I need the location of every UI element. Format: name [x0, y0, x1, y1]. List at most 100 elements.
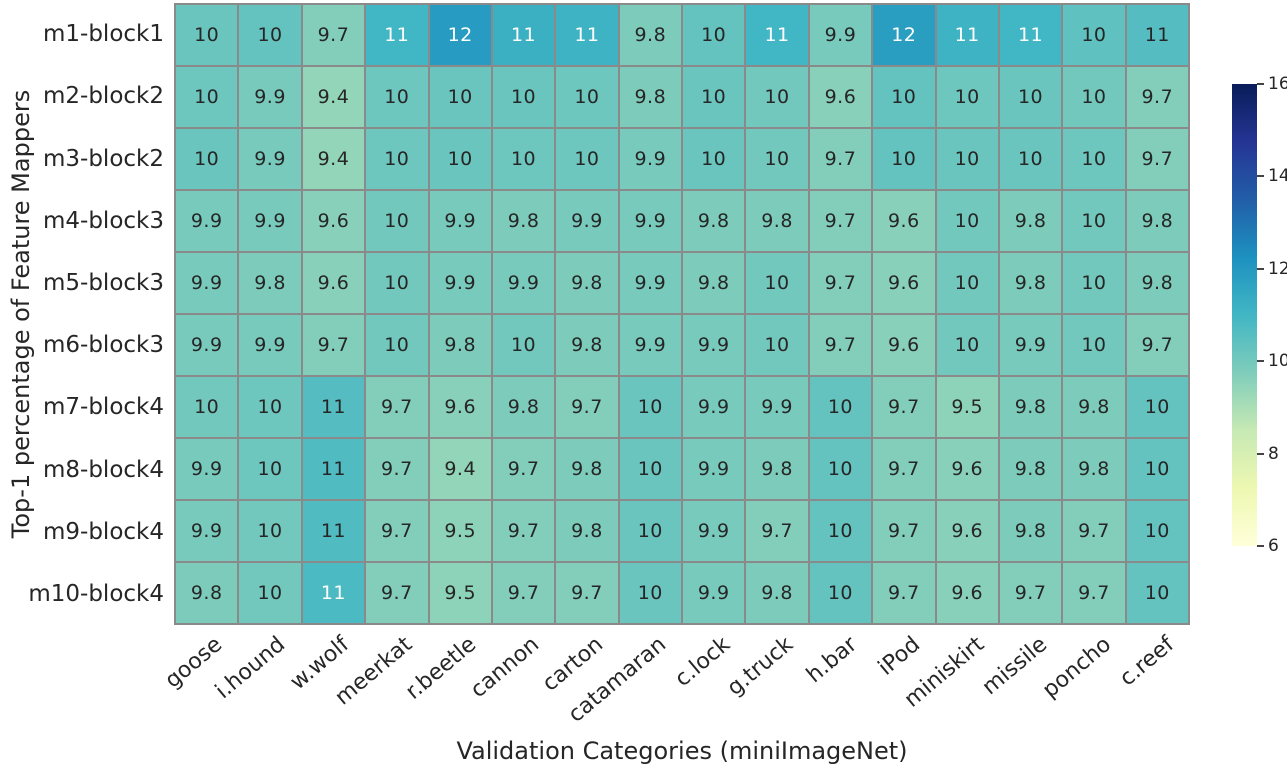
heatmap-cell: 9.8 [1126, 191, 1188, 251]
heatmap-cell: 9.9 [683, 439, 745, 499]
heatmap-cell: 9.6 [873, 253, 935, 313]
heatmap-cell: 9.7 [556, 563, 618, 623]
heatmap-cell: 9.9 [239, 129, 301, 189]
heatmap-cell: 10 [239, 439, 301, 499]
colorbar-tick-label: 12 [1268, 258, 1287, 279]
heatmap-cell: 9.9 [429, 253, 491, 313]
heatmap-cell: 9.9 [176, 253, 238, 313]
heatmap-cell: 9.9 [492, 253, 555, 313]
heatmap-cell: 9.8 [746, 439, 808, 499]
heatmap-cell: 9.6 [936, 439, 998, 499]
heatmap-cell: 10 [492, 67, 555, 127]
heatmap-cell: 10 [176, 67, 238, 127]
heatmap-cell: 9.9 [683, 377, 745, 437]
heatmap-cell: 10 [239, 5, 301, 65]
y-tick-label: m8-block4 [43, 456, 164, 483]
heatmap-cell: 9.8 [492, 377, 555, 437]
heatmap-cell: 10 [366, 315, 428, 375]
heatmap-cell: 10 [809, 377, 872, 437]
heatmap-cell: 9.8 [429, 315, 491, 375]
y-tick-label: m9-block4 [43, 518, 164, 545]
heatmap-cell: 9.6 [936, 501, 998, 561]
heatmap-cell: 10 [1063, 191, 1125, 251]
heatmap-cell: 9.8 [746, 191, 808, 251]
heatmap-cell: 9.9 [556, 191, 618, 251]
colorbar-tick-mark [1257, 83, 1264, 85]
heatmap-cell: 10 [1063, 129, 1125, 189]
heatmap-cell: 10 [683, 129, 745, 189]
heatmap-cell: 10 [809, 501, 872, 561]
heatmap-cell: 9.8 [999, 377, 1062, 437]
heatmap-grid: 10 10 9.7 11 12 11 11 9.8 10 11 9.9 12 11 11 10 11 10 9.9… [174, 3, 1190, 625]
heatmap-cell: 9.8 [1126, 253, 1188, 313]
heatmap-cell: 9.7 [302, 5, 365, 65]
heatmap-cell: 9.8 [683, 253, 745, 313]
heatmap-cell: 9.7 [366, 439, 428, 499]
heatmap-cell: 9.9 [809, 5, 872, 65]
heatmap-cell: 10 [556, 129, 618, 189]
heatmap-cell: 10 [366, 191, 428, 251]
heatmap-cell: 11 [556, 5, 618, 65]
heatmap-cell: 9.8 [1063, 439, 1125, 499]
heatmap-cell: 9.7 [1126, 315, 1188, 375]
heatmap-cell: 10 [683, 5, 745, 65]
heatmap-cell: 9.7 [809, 315, 872, 375]
heatmap-cell: 10 [366, 253, 428, 313]
heatmap-cell: 10 [1063, 253, 1125, 313]
heatmap-cell: 10 [366, 129, 428, 189]
heatmap-cell: 10 [619, 501, 681, 561]
heatmap-cell: 9.7 [492, 563, 555, 623]
heatmap-cell: 9.7 [1126, 67, 1188, 127]
heatmap-cell: 9.9 [176, 501, 238, 561]
heatmap-cell: 10 [1126, 439, 1188, 499]
heatmap-cell: 9.5 [429, 501, 491, 561]
heatmap-cell: 9.7 [366, 377, 428, 437]
heatmap-cell: 10 [619, 377, 681, 437]
heatmap-cell: 10 [746, 67, 808, 127]
heatmap-cell: 12 [873, 5, 935, 65]
heatmap-cell: 9.9 [239, 67, 301, 127]
heatmap-cell: 9.8 [999, 439, 1062, 499]
heatmap-cell: 9.7 [809, 191, 872, 251]
heatmap-cell: 9.8 [683, 191, 745, 251]
heatmap-cell: 10 [429, 67, 491, 127]
heatmap-cell: 11 [302, 501, 365, 561]
heatmap-cell: 10 [809, 563, 872, 623]
heatmap-cell: 9.7 [809, 253, 872, 313]
heatmap-cell: 9.8 [556, 315, 618, 375]
y-tick-label: m5-block3 [43, 269, 164, 296]
heatmap-cell: 11 [746, 5, 808, 65]
heatmap-cell: 10 [429, 129, 491, 189]
heatmap-cell: 10 [936, 67, 998, 127]
heatmap-cell: 10 [239, 563, 301, 623]
heatmap-cell: 9.6 [809, 67, 872, 127]
heatmap-cell: 9.9 [176, 439, 238, 499]
y-tick-label: m1-block1 [43, 21, 164, 48]
heatmap-cell: 11 [302, 377, 365, 437]
heatmap-cell: 10 [936, 129, 998, 189]
heatmap-cell: 10 [492, 129, 555, 189]
heatmap-cell: 9.8 [619, 67, 681, 127]
heatmap-cell: 9.9 [239, 315, 301, 375]
heatmap-cell: 9.6 [429, 377, 491, 437]
heatmap-cell: 9.9 [999, 315, 1062, 375]
heatmap-cell: 9.8 [176, 563, 238, 623]
heatmap-cell: 9.7 [1063, 563, 1125, 623]
heatmap-cell: 9.8 [239, 253, 301, 313]
heatmap-cell: 9.7 [999, 563, 1062, 623]
heatmap-cell: 9.6 [873, 315, 935, 375]
heatmap-cell: 10 [1126, 377, 1188, 437]
heatmap-cell: 10 [873, 67, 935, 127]
heatmap-cell: 12 [429, 5, 491, 65]
heatmap-cell: 10 [746, 315, 808, 375]
heatmap-cell: 9.6 [302, 253, 365, 313]
heatmap-cell: 10 [556, 67, 618, 127]
heatmap-cell: 10 [619, 563, 681, 623]
heatmap-cell: 11 [936, 5, 998, 65]
colorbar-tick-label: 14 [1268, 166, 1287, 187]
heatmap-cell: 9.8 [999, 253, 1062, 313]
heatmap-cell: 9.9 [683, 315, 745, 375]
heatmap-cell: 11 [302, 439, 365, 499]
heatmap-cell: 9.4 [302, 129, 365, 189]
